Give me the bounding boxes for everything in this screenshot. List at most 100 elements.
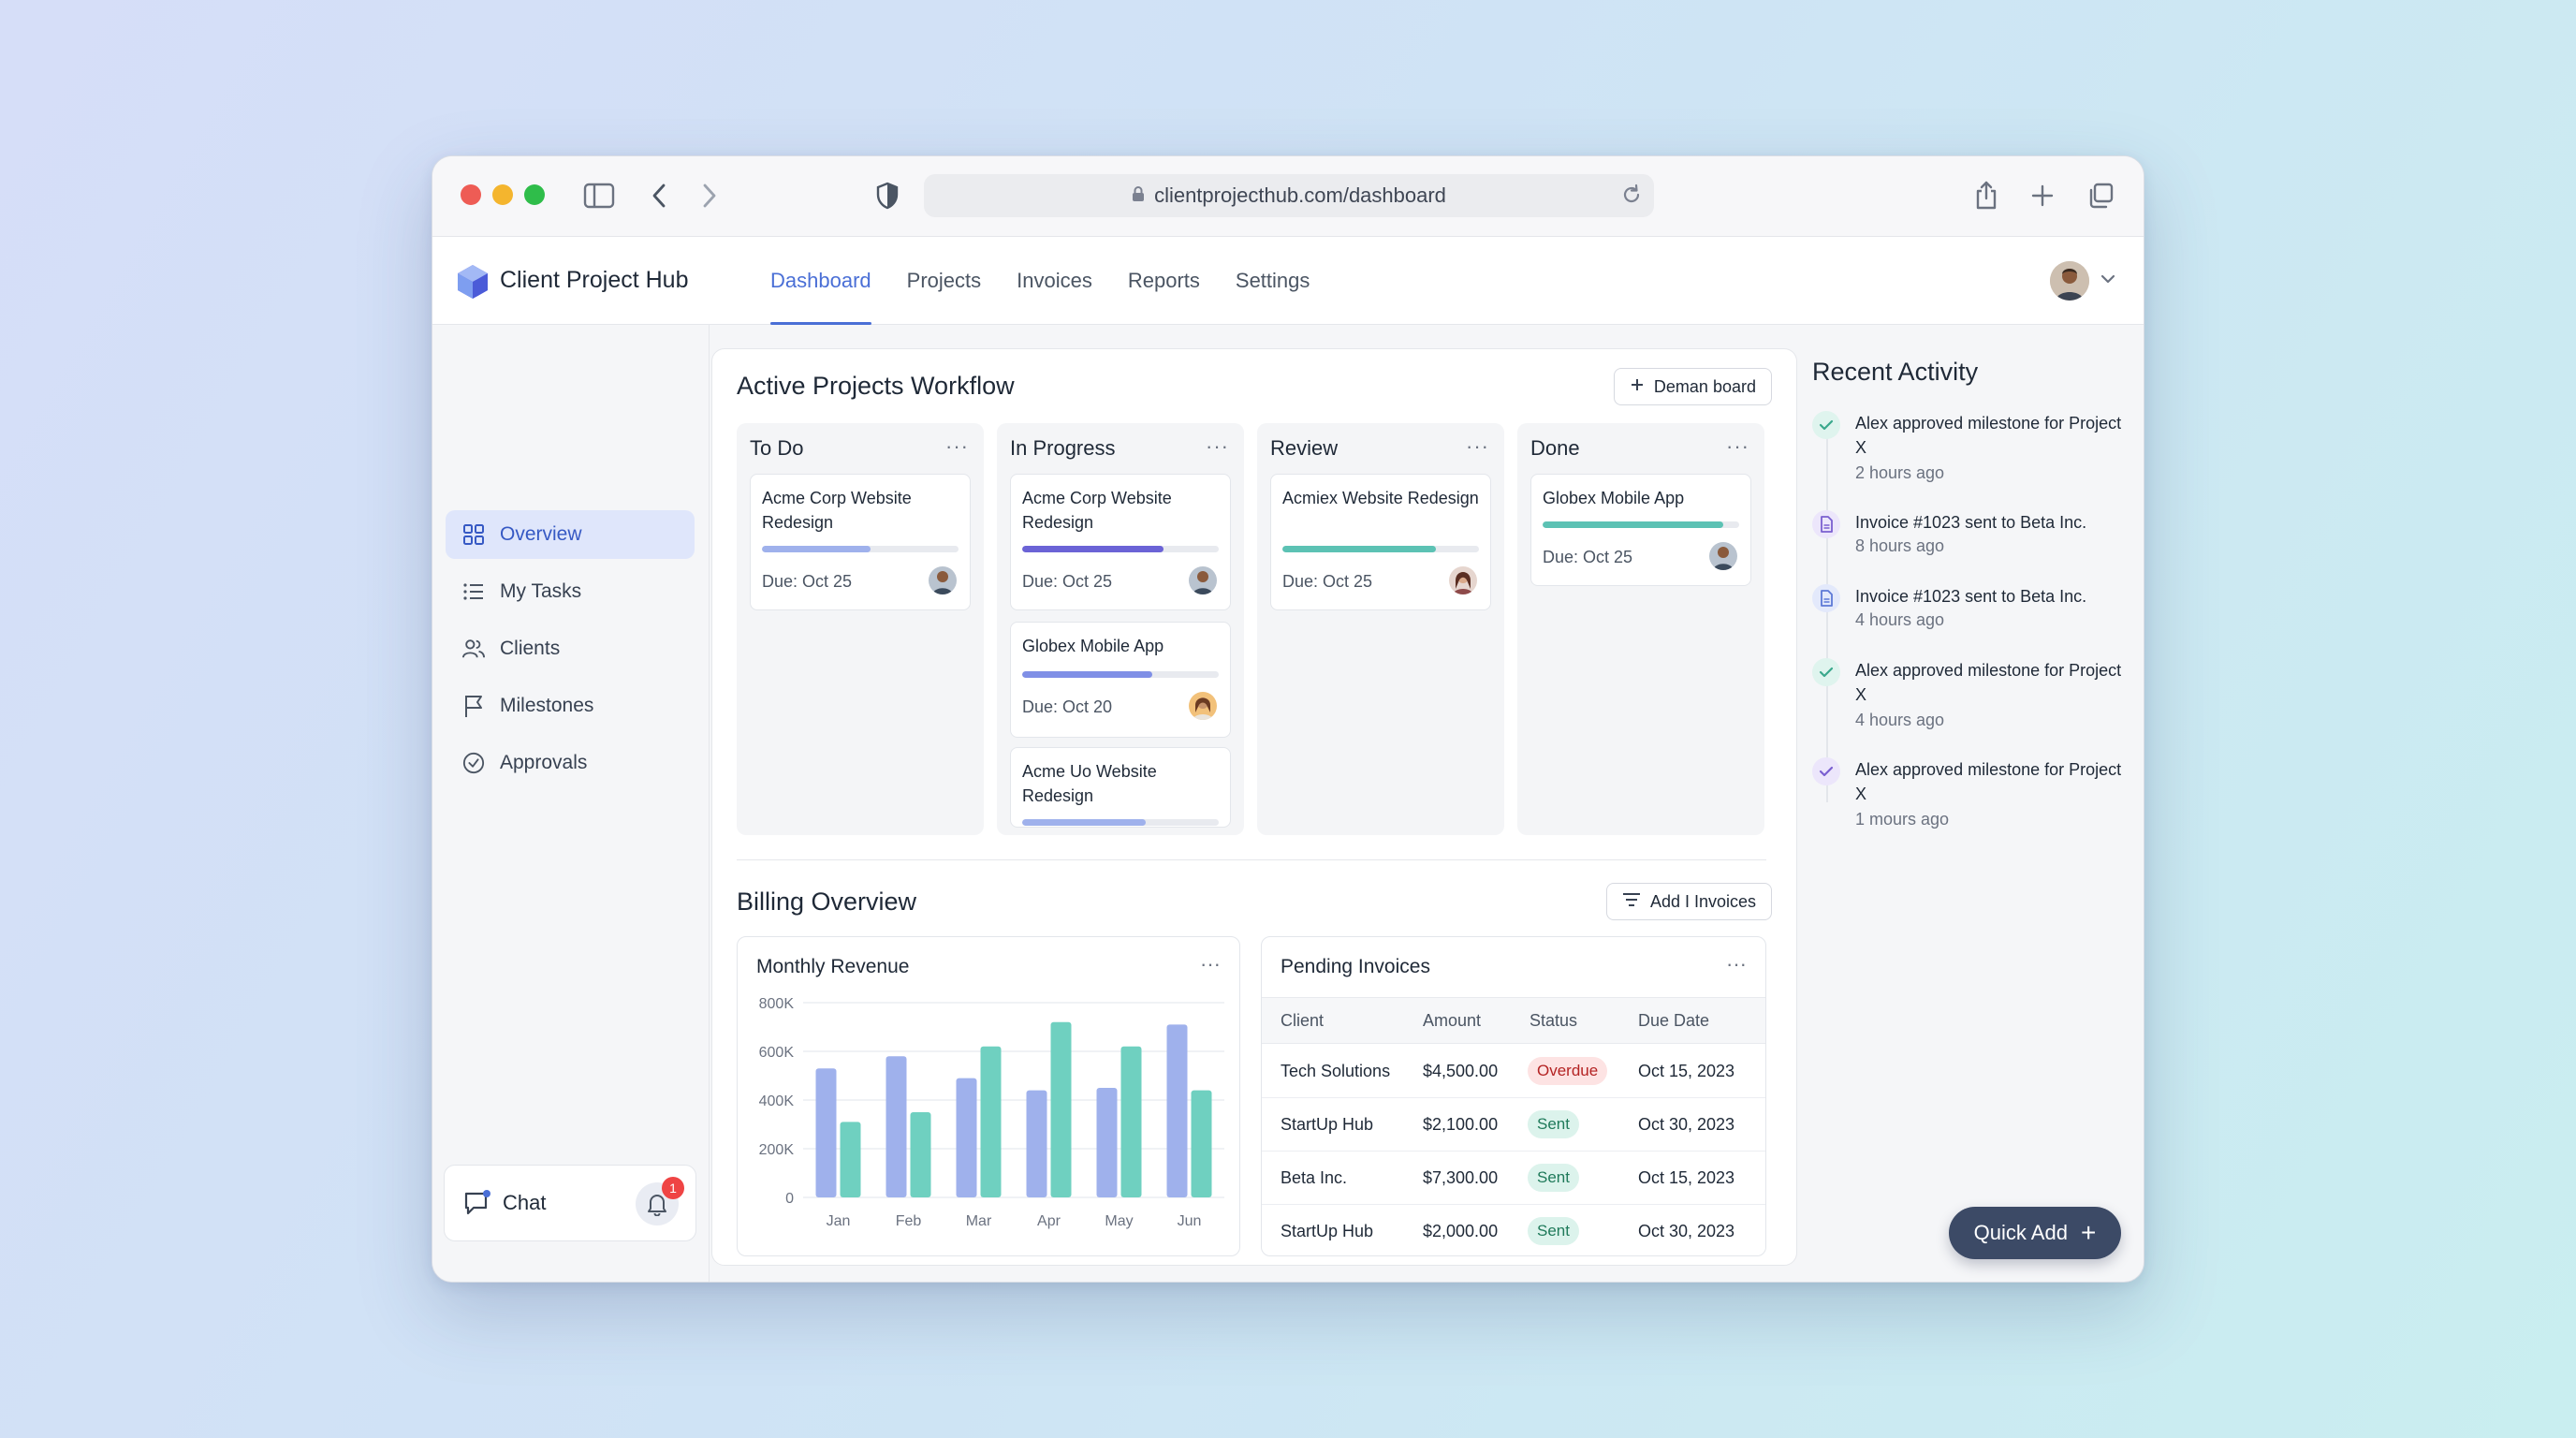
invoice-client: StartUp Hub — [1281, 1222, 1374, 1240]
nav-reports[interactable]: Reports — [1127, 269, 1200, 292]
invoice-due-date: Oct 15, 2023 — [1638, 1168, 1735, 1187]
plus-icon: + — [2080, 1218, 2097, 1247]
tabs-overview-icon[interactable] — [2082, 177, 2119, 214]
sidebar: Overview My Tasks Clients Milestones App… — [432, 325, 710, 1282]
y-tick-label: 400K — [759, 1093, 795, 1109]
revenue-bar[interactable] — [956, 1078, 977, 1197]
status-badge: Overdue — [1528, 1057, 1608, 1085]
project-card[interactable]: Acmiex Website Redesign Due: Oct 25 — [1270, 474, 1491, 610]
card-due-date: Due: Oct 25 — [762, 572, 853, 591]
col-due-date[interactable]: Due Date — [1638, 1011, 1710, 1030]
forward-icon[interactable] — [691, 177, 728, 214]
invoice-due-date: Oct 30, 2023 — [1638, 1222, 1735, 1240]
board-button[interactable]: Deman board — [1613, 368, 1772, 405]
project-card[interactable]: Acme Corp Website Redesign Due: Oct 25 — [750, 474, 971, 610]
add-invoices-button[interactable]: Add I Invoices — [1605, 883, 1772, 920]
assignee-avatar[interactable] — [929, 566, 957, 594]
address-bar[interactable]: clientprojecthub.com/dashboard — [924, 174, 1654, 217]
board-button-label: Deman board — [1653, 376, 1756, 396]
revenue-bar[interactable] — [1050, 1021, 1072, 1197]
revenue-bar[interactable] — [815, 1068, 837, 1197]
notifications-button[interactable]: 1 — [636, 1177, 684, 1225]
grid-icon — [462, 523, 485, 546]
activity-time: 1 mours ago — [1855, 810, 1950, 829]
assignee-avatar[interactable] — [1709, 542, 1737, 570]
share-icon[interactable] — [1968, 177, 2005, 214]
x-tick-label: Feb — [896, 1213, 922, 1229]
table-row[interactable]: Beta Inc. $7,300.00 Sent Oct 15, 2023 — [1262, 1152, 1765, 1205]
close-window-button[interactable] — [461, 184, 481, 205]
nav-projects[interactable]: Projects — [906, 269, 982, 292]
invoice-client: Beta Inc. — [1281, 1168, 1348, 1187]
more-options-icon[interactable]: ··· — [1466, 434, 1489, 458]
more-options-icon[interactable]: ··· — [1726, 434, 1749, 458]
nav-settings[interactable]: Settings — [1235, 269, 1310, 292]
sidebar-toggle-icon[interactable] — [580, 177, 618, 214]
column-title: Done — [1530, 436, 1580, 460]
sidebar-item-label: My Tasks — [500, 580, 582, 602]
project-card[interactable]: Globex Mobile App Due: Oct 20 — [1010, 622, 1231, 738]
table-row[interactable]: StartUp Hub $2,000.00 Sent Oct 30, 2023 — [1262, 1205, 1765, 1258]
revenue-bar[interactable] — [886, 1056, 907, 1197]
revenue-bar[interactable] — [910, 1112, 931, 1197]
table-row[interactable]: StartUp Hub $2,100.00 Sent Oct 30, 2023 — [1262, 1098, 1765, 1152]
more-options-icon[interactable]: ··· — [945, 434, 969, 458]
invoice-amount: $2,100.00 — [1423, 1115, 1499, 1134]
chevron-down-icon[interactable] — [2100, 272, 2115, 289]
col-client[interactable]: Client — [1281, 1011, 1325, 1030]
project-card[interactable]: Acme Uo Website Redesign — [1010, 747, 1231, 828]
project-card[interactable]: Acme Corp Website Redesign Due: Oct 25 — [1010, 474, 1231, 610]
maximize-window-button[interactable] — [524, 184, 545, 205]
revenue-bar[interactable] — [840, 1122, 861, 1197]
assignee-avatar[interactable] — [1189, 692, 1217, 720]
users-icon — [462, 638, 485, 660]
new-tab-icon[interactable] — [2024, 177, 2061, 214]
sidebar-item-milestones[interactable]: Milestones — [446, 682, 695, 730]
more-options-icon[interactable]: ··· — [1726, 952, 1747, 976]
sidebar-item-my-tasks[interactable]: My Tasks — [446, 567, 695, 616]
minimize-window-button[interactable] — [492, 184, 513, 205]
table-row[interactable]: Tech Solutions $4,500.00 Overdue Oct 15,… — [1262, 1045, 1765, 1098]
project-card[interactable]: Globex Mobile App Due: Oct 25 — [1530, 474, 1751, 586]
sidebar-item-approvals[interactable]: Approvals — [446, 739, 695, 787]
progress-bar — [1022, 546, 1219, 552]
kanban-column-todo: To Do ··· Acme Corp Website Redesign Due… — [737, 423, 984, 835]
card-due-date: Due: Oct 20 — [1022, 697, 1113, 716]
app-brand[interactable]: Client Project Hub — [500, 267, 689, 293]
shield-icon[interactable] — [869, 177, 906, 214]
assignee-avatar[interactable] — [1449, 566, 1477, 594]
more-options-icon[interactable]: ··· — [1200, 952, 1221, 976]
card-title: Acme Uo Website Redesign — [1022, 762, 1157, 805]
column-title: In Progress — [1010, 436, 1116, 460]
user-avatar[interactable] — [2050, 261, 2089, 301]
more-options-icon[interactable]: ··· — [1206, 434, 1229, 458]
col-amount[interactable]: Amount — [1423, 1011, 1482, 1030]
progress-fill — [1282, 546, 1436, 552]
progress-bar — [762, 546, 959, 552]
revenue-bar[interactable] — [1191, 1090, 1212, 1197]
revenue-bar[interactable] — [1166, 1024, 1188, 1197]
revenue-bar[interactable] — [980, 1046, 1002, 1197]
progress-bar — [1282, 546, 1479, 552]
sidebar-item-overview[interactable]: Overview — [446, 510, 695, 559]
back-icon[interactable] — [640, 177, 678, 214]
activity-text: Alex approved milestone for Project X — [1855, 661, 2122, 704]
section-divider — [737, 859, 1766, 860]
activity-time: 8 hours ago — [1855, 536, 1945, 555]
y-tick-label: 200K — [759, 1142, 795, 1158]
invoice-client: Tech Solutions — [1281, 1062, 1391, 1080]
y-tick-label: 0 — [785, 1191, 794, 1207]
sidebar-item-clients[interactable]: Clients — [446, 624, 695, 673]
reload-icon[interactable] — [1618, 182, 1645, 213]
nav-dashboard[interactable]: Dashboard — [753, 237, 889, 325]
progress-fill — [1022, 546, 1164, 552]
quick-add-button[interactable]: Quick Add + — [1949, 1207, 2121, 1259]
revenue-bar[interactable] — [1026, 1090, 1047, 1197]
assignee-avatar[interactable] — [1189, 566, 1217, 594]
nav-invoices[interactable]: Invoices — [1017, 269, 1092, 292]
chat-button[interactable]: Chat 1 — [444, 1165, 696, 1241]
col-status[interactable]: Status — [1530, 1011, 1578, 1030]
revenue-bar[interactable] — [1096, 1088, 1118, 1197]
revenue-bar[interactable] — [1120, 1046, 1142, 1197]
kanban-column-review: Review ··· Acmiex Website Redesign Due: … — [1257, 423, 1504, 835]
